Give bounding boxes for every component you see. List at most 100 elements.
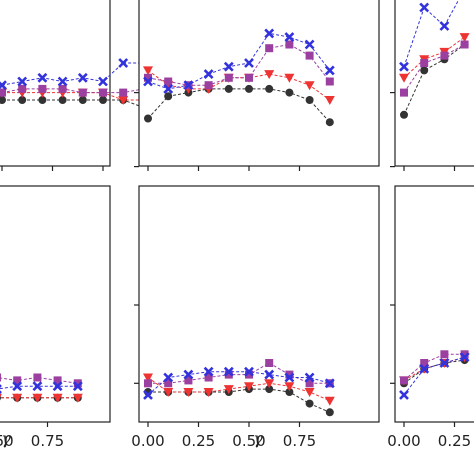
point-square-1 xyxy=(18,84,27,93)
point-triangle-0 xyxy=(143,373,153,383)
point-triangle-8 xyxy=(304,388,315,397)
point-circle-2 xyxy=(38,96,47,104)
axes-frame xyxy=(394,0,474,167)
point-square-5 xyxy=(99,88,107,97)
point-square-2 xyxy=(440,350,449,359)
point-x-0 xyxy=(399,389,409,400)
point-square-2 xyxy=(440,51,449,60)
panels: 0.50 0.75 γ 0.00 0.25 0.50 0.75 γ 0.00 0.25 xyxy=(0,0,474,450)
point-x-6 xyxy=(264,28,275,39)
x-axis-label: γ xyxy=(1,429,11,448)
x-tick-label: 0.50 xyxy=(0,432,14,450)
point-square-7 xyxy=(285,40,294,49)
point-x-5 xyxy=(244,366,254,377)
point-x-5 xyxy=(244,58,254,68)
point-circle-7 xyxy=(285,88,294,97)
x-tick-label: 0.50 xyxy=(232,432,265,450)
point-x-6 xyxy=(118,58,129,68)
point-x-7 xyxy=(284,372,295,383)
point-triangle-6 xyxy=(264,70,275,80)
point-triangle-9 xyxy=(324,96,335,105)
point-triangle-2 xyxy=(183,388,194,397)
point-square-4 xyxy=(224,370,233,379)
point-x-9 xyxy=(324,65,335,76)
point-x-8 xyxy=(52,381,63,392)
point-square-0 xyxy=(0,88,6,97)
point-x-2 xyxy=(183,80,194,91)
point-x-4 xyxy=(223,61,234,72)
series-line-square xyxy=(403,44,465,93)
point-x-1 xyxy=(163,83,174,94)
point-triangle-0 xyxy=(143,66,153,76)
series-line-triangle xyxy=(147,377,330,402)
point-x-3 xyxy=(459,352,470,363)
point-square-0 xyxy=(400,88,408,97)
point-square-9 xyxy=(73,379,82,388)
point-circle-0 xyxy=(0,96,6,104)
point-square-3 xyxy=(204,81,213,90)
point-x-0 xyxy=(399,61,409,72)
point-square-3 xyxy=(204,373,213,382)
point-square-8 xyxy=(53,376,62,385)
series-line-square xyxy=(148,362,330,384)
x-tick-label: 0.25 xyxy=(182,432,215,450)
point-x-1 xyxy=(419,2,430,13)
point-triangle-9 xyxy=(72,393,83,403)
point-x-6 xyxy=(264,369,275,380)
series-line-x xyxy=(0,385,78,390)
point-x-1 xyxy=(17,76,28,87)
series-line-triangle xyxy=(403,36,465,79)
point-circle-4 xyxy=(224,84,233,93)
point-x-2 xyxy=(439,21,450,31)
point-circle-5 xyxy=(99,96,107,104)
point-x-0 xyxy=(143,76,153,87)
x-tick-label: 0.75 xyxy=(283,432,316,450)
point-circle-4 xyxy=(78,96,87,104)
point-square-4 xyxy=(224,73,233,82)
point-square-5 xyxy=(245,370,253,379)
point-square-1 xyxy=(420,359,429,367)
point-square-0 xyxy=(144,379,152,388)
point-circle-1 xyxy=(420,66,429,75)
point-triangle-9 xyxy=(324,396,335,406)
point-square-4 xyxy=(78,88,87,97)
series-line-x xyxy=(147,32,331,90)
point-x-9 xyxy=(72,381,83,392)
x-tick-label: 0.00 xyxy=(387,432,420,450)
point-square-6 xyxy=(265,44,274,53)
axes-frame xyxy=(138,185,380,423)
point-triangle-8 xyxy=(304,81,315,91)
point-x-8 xyxy=(304,372,315,383)
panel-bottom-left: 0.50 0.75 γ xyxy=(0,185,111,450)
point-square-9 xyxy=(325,77,334,86)
series-line-circle xyxy=(147,88,331,123)
point-square-7 xyxy=(33,373,42,382)
point-x-6 xyxy=(12,381,23,392)
panel-top-right xyxy=(390,0,474,171)
point-circle-5 xyxy=(245,84,253,93)
x-tick-label: 0.75 xyxy=(31,432,64,450)
point-triangle-7 xyxy=(32,393,43,403)
point-circle-3 xyxy=(58,96,67,104)
x-tick-label: 0.00 xyxy=(131,432,164,450)
point-square-6 xyxy=(265,359,274,367)
point-x-2 xyxy=(37,72,48,83)
point-triangle-0 xyxy=(399,73,409,83)
series-line-square xyxy=(403,353,465,381)
point-square-6 xyxy=(119,88,128,97)
panel-bottom-middle: 0.00 0.25 0.50 0.75 γ xyxy=(131,185,380,450)
point-square-2 xyxy=(184,376,193,385)
axes-frame xyxy=(0,0,111,167)
point-square-0 xyxy=(400,376,408,385)
point-circle-8 xyxy=(305,399,314,408)
point-circle-8 xyxy=(305,96,314,104)
axes-frame xyxy=(394,185,474,423)
series-line-x xyxy=(403,356,465,396)
point-x-0 xyxy=(0,80,7,91)
point-square-3 xyxy=(460,40,469,49)
point-triangle-3 xyxy=(459,33,470,43)
point-x-1 xyxy=(163,372,174,383)
point-circle-7 xyxy=(285,388,294,396)
series-line-square xyxy=(147,43,331,86)
